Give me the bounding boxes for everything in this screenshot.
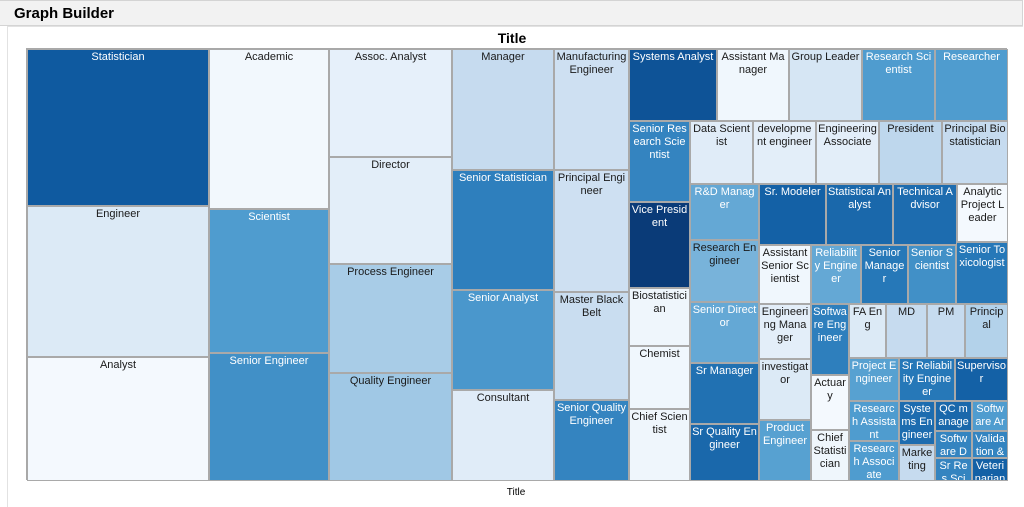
treemap-cell-technical-advisor[interactable]: Technical Advisor	[893, 184, 957, 245]
treemap-cell-sr-manager[interactable]: Sr Manager	[690, 363, 759, 424]
treemap-cell-research-scientist[interactable]: Research Scientist	[862, 49, 935, 121]
treemap-cell-scientist[interactable]: Scientist	[209, 209, 329, 353]
treemap-cell-development-engineer[interactable]: development engineer	[753, 121, 816, 184]
treemap-cell-reliability-engineer[interactable]: Reliability Engineer	[811, 245, 861, 304]
treemap-cell-statistical-analyst[interactable]: Statistical Analyst	[826, 184, 893, 245]
treemap-cell-chief-scientist[interactable]: Chief Scientist	[629, 409, 690, 481]
treemap-cell-group-leader[interactable]: Group Leader	[789, 49, 862, 121]
treemap-cell-process-engineer[interactable]: Process Engineer	[329, 264, 452, 373]
treemap-cell-senior-quality-engineer[interactable]: Senior Quality Engineer	[554, 400, 629, 481]
treemap-cell-assistant-senior-scientist[interactable]: Assistant Senior Scientist	[759, 245, 811, 304]
treemap-cell-systems-analyst[interactable]: Systems Analyst	[629, 49, 717, 121]
treemap-cell-software-engineer[interactable]: Software Engineer	[811, 304, 849, 375]
treemap-cell-research-associate[interactable]: Research Associate	[849, 441, 899, 481]
treemap-cell-manufacturing-engineer[interactable]: Manufacturing Engineer	[554, 49, 629, 170]
treemap-cell-senior-statistician[interactable]: Senior Statistician	[452, 170, 554, 290]
title-bar: Graph Builder	[0, 0, 1023, 26]
treemap-cell-validation[interactable]: Validation &	[972, 431, 1008, 458]
treemap-cell-engineering-associate[interactable]: Engineering Associate	[816, 121, 879, 184]
treemap-cell-project-engineer[interactable]: Project Engineer	[849, 358, 899, 401]
treemap-cell-quality-engineer[interactable]: Quality Engineer	[329, 373, 452, 481]
treemap-cell-supervisor[interactable]: Supervisor	[955, 358, 1008, 401]
treemap-cell-senior-analyst[interactable]: Senior Analyst	[452, 290, 554, 390]
treemap-cell-principal-biostatistician[interactable]: Principal Biostatistician	[942, 121, 1008, 184]
treemap-cell-pm[interactable]: PM	[927, 304, 965, 358]
treemap-cell-analyst[interactable]: Analyst	[27, 357, 209, 481]
treemap-cell-statistician[interactable]: Statistician	[27, 49, 209, 206]
treemap-cell-research-engineer[interactable]: Research Engineer	[690, 240, 759, 302]
treemap-cell-master-black-belt[interactable]: Master Black Belt	[554, 292, 629, 400]
treemap-cell-qc-manager[interactable]: QC manager	[935, 401, 972, 431]
treemap-cell-engineer[interactable]: Engineer	[27, 206, 209, 357]
treemap-cell-academic[interactable]: Academic	[209, 49, 329, 209]
treemap-cell-biostatistician[interactable]: Biostatistician	[629, 288, 690, 346]
treemap-cell-senior-toxicologist[interactable]: Senior Toxicologist	[956, 242, 1008, 304]
treemap-cell-principal-engineer[interactable]: Principal Engineer	[554, 170, 629, 292]
treemap-cell-software-architect[interactable]: Software Architect	[972, 401, 1008, 431]
treemap-cell-manager[interactable]: Manager	[452, 49, 554, 170]
treemap-cell-chemist[interactable]: Chemist	[629, 346, 690, 409]
treemap-cell-fa-eng[interactable]: FA Eng	[849, 304, 886, 358]
chart-title[interactable]: Title	[497, 30, 527, 46]
x-axis-label[interactable]: Title	[506, 487, 526, 498]
treemap-cell-investigator[interactable]: investigator	[759, 359, 811, 420]
treemap-cell-senior-director[interactable]: Senior Director	[690, 302, 759, 363]
treemap-cell-consultant[interactable]: Consultant	[452, 390, 554, 481]
treemap-cell-data-scientist[interactable]: Data Scientist	[690, 121, 753, 184]
treemap-cell-director[interactable]: Director	[329, 157, 452, 264]
treemap-cell-senior-research-scientist[interactable]: Senior Research Scientist	[629, 121, 690, 202]
treemap-cell-researcher[interactable]: Researcher	[935, 49, 1008, 121]
treemap-cell-assistant-manager[interactable]: Assistant Manager	[717, 49, 789, 121]
treemap-plot[interactable]: Statistician Engineer Analyst Academic Scien…	[26, 48, 1008, 481]
treemap-cell-analytic-project-leader[interactable]: Analytic Project Leader	[957, 184, 1008, 242]
treemap-cell-principal[interactable]: Principal	[965, 304, 1008, 358]
treemap-cell-sr-modeler[interactable]: Sr. Modeler	[759, 184, 826, 245]
treemap-cell-product-engineer[interactable]: Product Engineer	[759, 420, 811, 481]
treemap-cell-marketing[interactable]: Marketing	[899, 445, 935, 481]
treemap-cell-president[interactable]: President	[879, 121, 942, 184]
treemap-cell-software-developer[interactable]: Software Developer	[935, 431, 972, 458]
treemap-cell-senior-engineer[interactable]: Senior Engineer	[209, 353, 329, 481]
treemap-cell-sr-res-sci[interactable]: Sr Res Sci	[935, 458, 972, 481]
treemap-cell-chief-statistician[interactable]: Chief Statistician	[811, 430, 849, 481]
treemap-cell-senior-scientist[interactable]: Senior Scientist	[908, 245, 956, 304]
treemap-cell-sr-quality-engineer[interactable]: Sr Quality Engineer	[690, 424, 759, 481]
treemap-cell-research-assistant[interactable]: Research Assistant	[849, 401, 899, 441]
app-title: Graph Builder	[14, 5, 115, 22]
treemap-cell-senior-manager[interactable]: Senior Manager	[861, 245, 908, 304]
treemap-cell-systems-engineer[interactable]: Systems Engineer	[899, 401, 935, 445]
treemap-cell-engineering-manager[interactable]: Engineering Manager	[759, 304, 811, 359]
treemap-cell-vice-president[interactable]: Vice President	[629, 202, 690, 288]
treemap-cell-veterinarian[interactable]: Veterinarian	[972, 458, 1008, 481]
treemap-cell-assoc-analyst[interactable]: Assoc. Analyst	[329, 49, 452, 157]
treemap-cell-actuary[interactable]: Actuary	[811, 375, 849, 430]
treemap-cell-sr-reliability-engineer[interactable]: Sr Reliability Engineer	[899, 358, 955, 401]
treemap-cell-r-d-manager[interactable]: R&D Manager	[690, 184, 759, 240]
treemap-cell-md[interactable]: MD	[886, 304, 927, 358]
